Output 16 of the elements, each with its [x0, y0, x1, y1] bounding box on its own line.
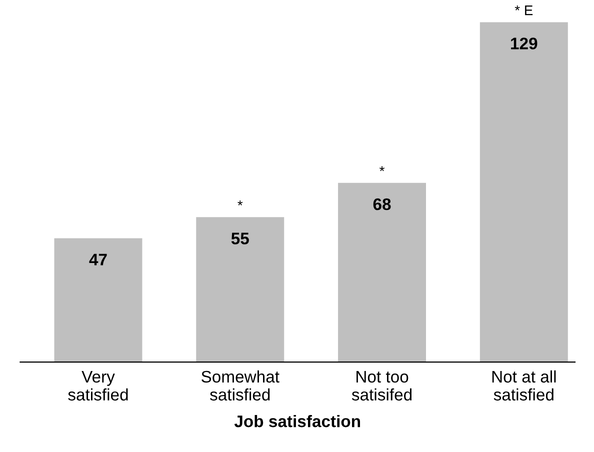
x-tick-label: Somewhat satisfied: [202, 370, 280, 401]
data-label: 129: [511, 38, 538, 50]
annotation: * E: [514, 6, 533, 16]
bar: [480, 22, 568, 362]
annotation: *: [238, 200, 243, 206]
x-tick-label: Very satisfied: [68, 370, 128, 401]
x-tick-label: Not too satisifed: [352, 370, 412, 401]
data-label: 47: [89, 254, 107, 266]
bar: [196, 217, 284, 362]
x-axis-title: Job satisfaction: [234, 414, 360, 428]
bar: [338, 182, 426, 362]
annotation: *: [380, 166, 385, 172]
data-label: 55: [231, 232, 249, 244]
x-tick-label: Not at all satisfied: [492, 370, 556, 401]
data-label: 68: [373, 198, 391, 210]
bar: [54, 238, 142, 362]
